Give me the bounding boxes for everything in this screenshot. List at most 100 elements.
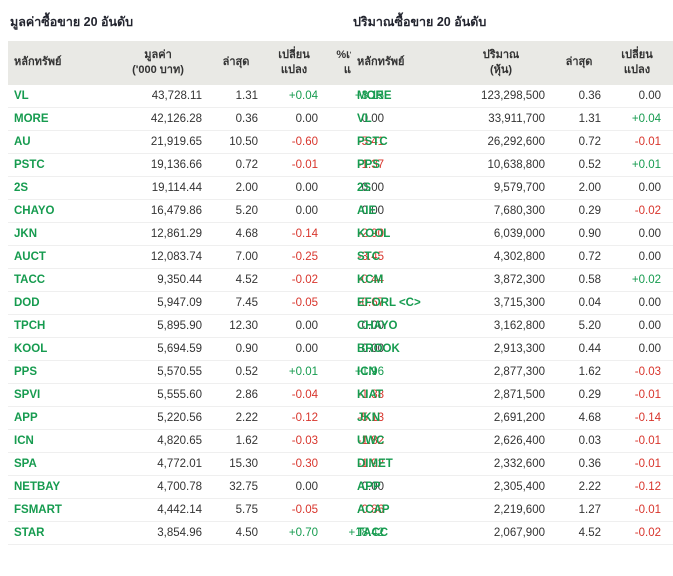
symbol-cell[interactable]: SPVI xyxy=(8,383,108,407)
symbol-cell[interactable]: AIE xyxy=(351,199,451,223)
symbol-cell[interactable]: ACAP xyxy=(351,498,451,522)
amount-cell: 26,292,600 xyxy=(451,130,551,154)
symbol-cell[interactable]: KOOL xyxy=(351,222,451,246)
last-price-cell: 4.50 xyxy=(208,521,264,545)
col-header-symbol-label: หลักทรัพย์ xyxy=(14,56,62,69)
symbol-cell[interactable]: TACC xyxy=(351,521,451,545)
symbol-cell[interactable]: FSMART xyxy=(8,498,108,522)
symbol-cell[interactable]: PSTC xyxy=(8,153,108,177)
symbol-cell[interactable]: JKN xyxy=(8,222,108,246)
symbol-cell[interactable]: SPA xyxy=(8,452,108,476)
symbol-cell[interactable]: STAR xyxy=(8,521,108,545)
table-row: JKN 12,861.29 4.68 -0.14 -2.90 xyxy=(8,222,390,246)
col-header-amount-line1: มูลค่า xyxy=(144,49,172,61)
change-cell: -0.12 xyxy=(264,406,324,430)
amount-cell: 43,728.11 xyxy=(108,84,208,108)
col-header-change-line1: เปลี่ยน xyxy=(621,49,653,61)
symbol-cell[interactable]: ICN xyxy=(8,429,108,453)
change-cell: 0.00 xyxy=(264,314,324,338)
pct-change-cell: 0.00 xyxy=(667,222,673,246)
amount-cell: 4,302,800 xyxy=(451,245,551,269)
symbol-cell[interactable]: EFORL <C> xyxy=(351,291,451,315)
table-row: MORE 42,126.28 0.36 0.00 0.00 xyxy=(8,107,390,131)
symbol-cell[interactable]: JKN xyxy=(351,406,451,430)
col-header-amount-line2: (หุ้น) xyxy=(489,63,513,76)
amount-cell: 19,136.66 xyxy=(108,153,208,177)
symbol-cell[interactable]: TPCH xyxy=(8,314,108,338)
change-cell: 0.00 xyxy=(607,176,667,200)
symbol-cell[interactable]: AU xyxy=(8,130,108,154)
last-price-cell: 1.62 xyxy=(208,429,264,453)
pct-change-cell: 0.00 xyxy=(667,291,673,315)
symbol-cell[interactable]: UWC xyxy=(351,429,451,453)
amount-cell: 4,772.01 xyxy=(108,452,208,476)
symbol-cell[interactable]: 2S xyxy=(8,176,108,200)
symbol-cell[interactable]: NETBAY xyxy=(8,475,108,499)
last-price-cell: 0.72 xyxy=(208,153,264,177)
change-cell: -0.30 xyxy=(264,452,324,476)
change-cell: -0.01 xyxy=(607,452,667,476)
symbol-cell[interactable]: PPS xyxy=(351,153,451,177)
last-price-cell: 0.52 xyxy=(551,153,607,177)
symbol-cell[interactable]: DIMET xyxy=(351,452,451,476)
symbol-cell[interactable]: 2S xyxy=(351,176,451,200)
pct-change-cell: -6.45 xyxy=(667,199,673,223)
symbol-cell[interactable]: KCM xyxy=(351,268,451,292)
symbol-cell[interactable]: APP xyxy=(8,406,108,430)
last-price-cell: 0.36 xyxy=(208,107,264,131)
amount-cell: 21,919.65 xyxy=(108,130,208,154)
last-price-cell: 4.52 xyxy=(208,268,264,292)
change-cell: 0.00 xyxy=(607,222,667,246)
col-header-last-label: ล่าสุด xyxy=(565,56,593,69)
pct-change-cell: +3.15 xyxy=(667,107,673,131)
symbol-cell[interactable]: PSTC xyxy=(351,130,451,154)
pct-change-cell: -3.33 xyxy=(667,383,673,407)
symbol-cell[interactable]: DOD xyxy=(8,291,108,315)
pct-change-cell: -2.90 xyxy=(667,406,673,430)
table-row: SPVI 5,555.60 2.86 -0.04 -1.38 xyxy=(8,383,390,407)
amount-cell: 10,638,800 xyxy=(451,153,551,177)
volume-table: หลักทรัพย์ ปริมาณ (หุ้น) ล่าสุด เปลี่ยน … xyxy=(351,41,673,545)
symbol-cell[interactable]: ICN xyxy=(351,360,451,384)
symbol-cell[interactable]: APP xyxy=(351,475,451,499)
symbol-cell[interactable]: TACC xyxy=(8,268,108,292)
pct-change-cell: -0.78 xyxy=(667,498,673,522)
volume-table-panel: ปริมาณซื้อขาย 20 อันดับ หลักทรัพย์ ปริมา… xyxy=(351,8,673,556)
symbol-cell[interactable]: KOOL xyxy=(8,337,108,361)
pct-change-cell: 0.00 xyxy=(667,337,673,361)
symbol-cell[interactable]: VL xyxy=(351,107,451,131)
symbol-cell[interactable]: AUCT xyxy=(8,245,108,269)
change-cell: 0.00 xyxy=(264,107,324,131)
symbol-cell[interactable]: BROOK xyxy=(351,337,451,361)
col-header-change: เปลี่ยน แปลง xyxy=(607,41,667,85)
symbol-cell[interactable]: PPS xyxy=(8,360,108,384)
symbol-cell[interactable]: KIAT xyxy=(351,383,451,407)
change-cell: -0.12 xyxy=(607,475,667,499)
change-cell: -0.04 xyxy=(264,383,324,407)
symbol-cell[interactable]: CHAYO xyxy=(8,199,108,223)
amount-cell: 6,039,000 xyxy=(451,222,551,246)
table-row: CHAYO 16,479.86 5.20 0.00 0.00 xyxy=(8,199,390,223)
volume-table-header: หลักทรัพย์ ปริมาณ (หุ้น) ล่าสุด เปลี่ยน … xyxy=(351,41,673,85)
symbol-cell[interactable]: VL xyxy=(8,84,108,108)
table-row: AUCT 12,083.74 7.00 -0.25 -3.45 xyxy=(8,245,390,269)
change-cell: -0.01 xyxy=(264,153,324,177)
symbol-cell[interactable]: MORE xyxy=(8,107,108,131)
last-price-cell: 5.75 xyxy=(208,498,264,522)
symbol-cell[interactable]: MORE xyxy=(351,84,451,108)
amount-cell: 12,861.29 xyxy=(108,222,208,246)
change-cell: -0.01 xyxy=(607,383,667,407)
symbol-cell[interactable]: CHAYO xyxy=(351,314,451,338)
table-row: DOD 5,947.09 7.45 -0.05 -0.67 xyxy=(8,291,390,315)
change-cell: -0.02 xyxy=(264,268,324,292)
symbol-cell[interactable]: STC xyxy=(351,245,451,269)
col-header-pct-change: %เปลี่ยน แปลง xyxy=(667,41,673,85)
col-header-symbol-label: หลักทรัพย์ xyxy=(357,56,405,69)
